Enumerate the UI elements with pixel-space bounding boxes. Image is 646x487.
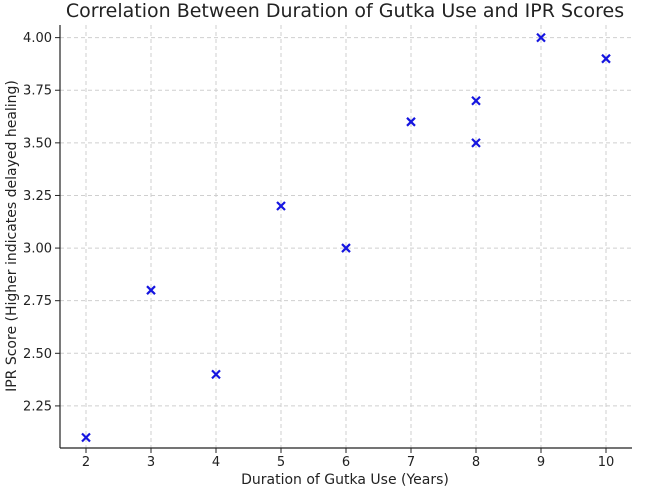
y-tick-label: 3.50 [23, 136, 52, 151]
data-point [211, 369, 221, 380]
y-tick-label: 2.25 [23, 399, 52, 414]
x-tick-label: 4 [212, 455, 220, 470]
x-tick-label: 3 [147, 455, 155, 470]
data-point [471, 138, 481, 148]
y-tick-label: 2.75 [23, 294, 52, 309]
ticks-layer: 2 3 4 5 6 7 8 9 10 2.25 2.50 2.75 3.00 3.25 3.50 3.75 4.… [23, 31, 614, 470]
data-point [536, 32, 546, 43]
chart-title: Correlation Between Duration of Gutka Us… [66, 0, 624, 22]
x-tick-label: 6 [342, 455, 350, 470]
y-tick-label: 4.00 [23, 31, 52, 46]
x-tick-label: 9 [537, 455, 545, 470]
data-point [341, 243, 351, 253]
y-tick-label: 3.00 [23, 242, 52, 257]
data-point [406, 117, 416, 127]
y-tick-label: 2.50 [23, 347, 52, 362]
x-tick-label: 10 [598, 455, 615, 470]
data-point [146, 285, 156, 295]
x-tick-label: 8 [472, 455, 480, 470]
x-tick-label: 7 [407, 455, 415, 470]
data-point [81, 432, 91, 443]
x-tick-label: 2 [82, 455, 90, 470]
y-tick-label: 3.25 [23, 189, 52, 204]
data-point [601, 53, 611, 64]
x-tick-label: 5 [277, 455, 285, 470]
y-tick-label: 3.75 [23, 84, 52, 99]
x-axis-label: Duration of Gutka Use (Years) [241, 472, 449, 487]
y-axis-label: IPR Score (Higher indicates delayed heal… [4, 80, 20, 392]
data-point [276, 201, 286, 211]
points-layer [81, 32, 611, 443]
grid-layer [60, 25, 632, 448]
data-point [471, 95, 481, 106]
